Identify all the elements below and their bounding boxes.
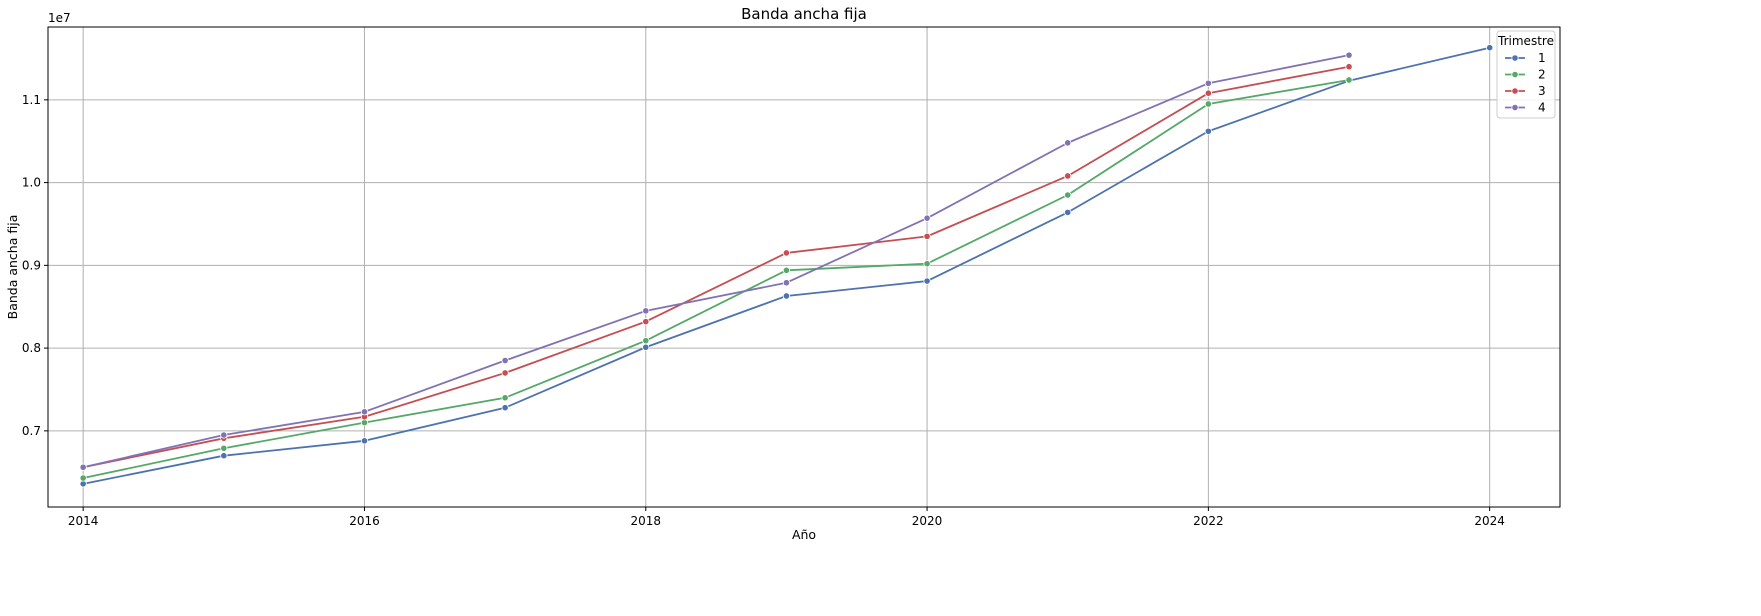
series-4 <box>79 51 1353 471</box>
series-1 <box>79 44 1494 488</box>
data-point <box>782 266 791 274</box>
data-point <box>782 249 791 257</box>
data-point <box>1204 79 1212 87</box>
data-point <box>360 408 369 416</box>
legend-swatch-marker <box>1511 87 1519 95</box>
data-point <box>642 307 650 315</box>
x-tick-label: 2014 <box>68 514 99 528</box>
legend-entry-label: 2 <box>1538 68 1546 82</box>
data-point <box>923 277 931 285</box>
legend-swatch-marker <box>1511 70 1519 79</box>
x-tick-label: 2024 <box>1474 514 1505 528</box>
y-tick-label: 1.0 <box>22 176 41 190</box>
y-offset-label: 1e7 <box>48 11 71 25</box>
data-point <box>1204 127 1212 135</box>
data-point <box>501 369 509 377</box>
data-point <box>642 343 650 351</box>
x-axis-label: Año <box>792 527 816 542</box>
legend: Trimestre 1 2 3 4 <box>1496 30 1556 119</box>
data-point <box>782 279 791 287</box>
data-point <box>501 356 509 365</box>
legend-entry-label: 4 <box>1538 101 1546 115</box>
data-point <box>79 474 87 482</box>
data-point <box>1345 76 1353 84</box>
data-point <box>501 394 509 402</box>
data-point <box>782 292 791 300</box>
x-axis-ticks: 2014 2016 2018 2020 2022 2024 <box>68 507 1505 528</box>
y-tick-label: 1.1 <box>22 93 41 107</box>
data-point <box>642 318 650 326</box>
x-tick-label: 2018 <box>630 514 661 528</box>
series-group <box>79 44 1494 488</box>
data-point <box>79 463 87 471</box>
y-tick-label: 0.8 <box>22 341 41 355</box>
legend-entry-label: 1 <box>1538 51 1546 65</box>
data-point <box>360 437 369 445</box>
data-point <box>923 214 931 222</box>
y-tick-label: 0.9 <box>22 258 41 272</box>
y-tick-label: 0.7 <box>22 424 41 438</box>
data-point <box>1204 89 1212 97</box>
data-point <box>220 444 228 452</box>
plot-frame <box>47 26 1561 508</box>
data-point <box>1064 172 1072 180</box>
data-point <box>220 431 228 439</box>
x-tick-label: 2020 <box>912 514 943 528</box>
gridlines <box>48 27 1560 507</box>
data-point <box>923 260 931 268</box>
series-line <box>82 79 1350 479</box>
legend-box <box>1496 30 1556 119</box>
legend-title: Trimestre <box>1497 34 1554 48</box>
data-point <box>1345 63 1353 71</box>
data-point <box>642 337 650 345</box>
data-point <box>1204 100 1212 108</box>
legend-entry-label: 3 <box>1538 84 1546 98</box>
x-tick-label: 2022 <box>1193 514 1224 528</box>
data-point <box>923 232 931 240</box>
data-point <box>1064 208 1072 216</box>
y-axis-label: Banda ancha fija <box>5 215 20 320</box>
series-line <box>82 54 1350 469</box>
data-point <box>1345 51 1353 59</box>
chart-title: Banda ancha fija <box>741 5 867 23</box>
data-point <box>1064 191 1072 199</box>
y-axis-ticks: 0.7 0.8 0.9 1.0 1.1 <box>22 93 48 438</box>
data-point <box>501 404 509 412</box>
series-3 <box>79 63 1353 471</box>
data-point <box>1486 44 1494 52</box>
series-line <box>82 65 1350 469</box>
legend-swatch-marker <box>1511 103 1519 112</box>
data-point <box>220 452 228 460</box>
x-tick-label: 2016 <box>349 514 380 528</box>
legend-swatch-marker <box>1511 54 1519 62</box>
series-2 <box>79 76 1353 482</box>
data-point <box>1064 139 1072 147</box>
